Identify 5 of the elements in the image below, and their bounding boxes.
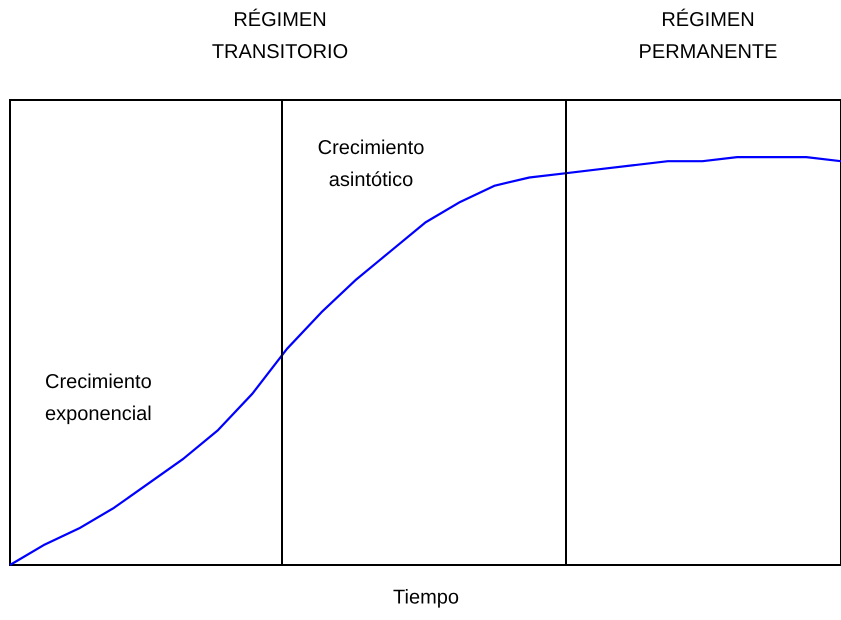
text: RÉGIMEN TRANSITORIO — [212, 8, 348, 63]
annotation: Crecimiento asintótico — [318, 137, 424, 191]
x-axis-title: Tiempo — [393, 586, 459, 608]
annotation: Crecimiento exponencial — [45, 371, 152, 425]
text: RÉGIMEN PERMANENTE — [638, 8, 778, 63]
